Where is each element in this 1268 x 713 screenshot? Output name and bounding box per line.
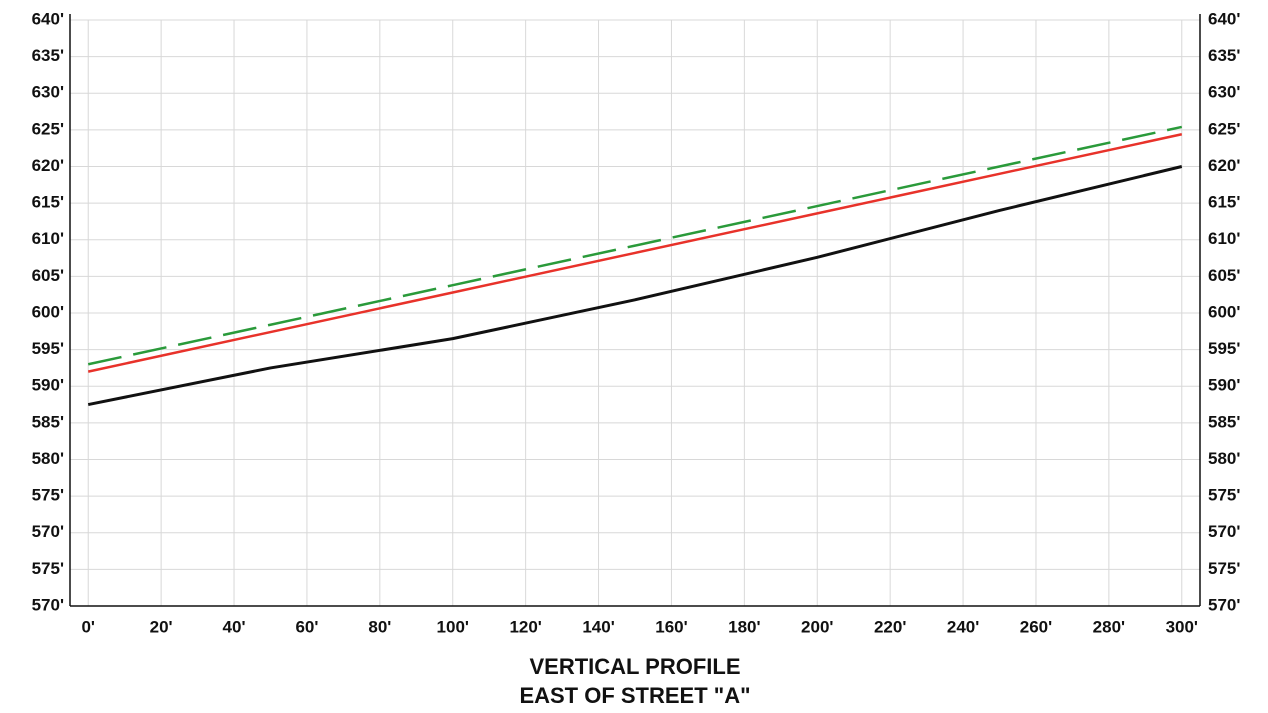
x-tick-label: 160' <box>655 617 687 636</box>
y-tick-label: 635' <box>32 46 64 65</box>
y2-tick-label: 580' <box>1208 449 1240 468</box>
x-tick-label: 260' <box>1020 617 1052 636</box>
y-tick-label: 590' <box>32 376 64 395</box>
y2-tick-label: 575' <box>1208 486 1240 505</box>
x-tick-label: 20' <box>150 617 173 636</box>
y2-tick-label: 595' <box>1208 339 1240 358</box>
x-tick-label: 240' <box>947 617 979 636</box>
y-tick-label: 595' <box>32 339 64 358</box>
y-tick-label: 575' <box>32 486 64 505</box>
y-tick-label: 570' <box>32 522 64 541</box>
x-tick-label: 280' <box>1093 617 1125 636</box>
y-tick-label: 585' <box>32 412 64 431</box>
x-tick-label: 180' <box>728 617 760 636</box>
x-tick-label: 200' <box>801 617 833 636</box>
y-tick-label: 570' <box>32 595 64 614</box>
x-tick-label: 120' <box>509 617 541 636</box>
y2-tick-label: 570' <box>1208 595 1240 614</box>
y2-tick-label: 630' <box>1208 83 1240 102</box>
y2-tick-label: 635' <box>1208 46 1240 65</box>
profile-line <box>87 133 1183 373</box>
x-tick-label: 80' <box>368 617 391 636</box>
x-tick-label: 60' <box>295 617 318 636</box>
chart-subtitle: EAST OF STREET "A" <box>519 683 750 708</box>
y-tick-label: 600' <box>32 302 64 321</box>
y2-tick-label: 610' <box>1208 229 1240 248</box>
y-tick-label: 625' <box>32 119 64 138</box>
y-tick-label: 615' <box>32 193 64 212</box>
x-tick-label: 140' <box>582 617 614 636</box>
y-tick-label: 575' <box>32 559 64 578</box>
y-tick-label: 610' <box>32 229 64 248</box>
y2-tick-label: 600' <box>1208 302 1240 321</box>
y2-tick-label: 590' <box>1208 376 1240 395</box>
profile-line <box>87 125 1183 366</box>
y2-tick-label: 605' <box>1208 266 1240 285</box>
y-tick-label: 620' <box>32 156 64 175</box>
y2-tick-label: 585' <box>1208 412 1240 431</box>
y2-tick-label: 615' <box>1208 193 1240 212</box>
y-tick-label: 640' <box>32 9 64 28</box>
y-tick-label: 580' <box>32 449 64 468</box>
y2-tick-label: 625' <box>1208 119 1240 138</box>
y2-tick-label: 620' <box>1208 156 1240 175</box>
x-tick-label: 100' <box>437 617 469 636</box>
y2-tick-label: 570' <box>1208 522 1240 541</box>
profile-line <box>87 165 1183 407</box>
x-tick-label: 220' <box>874 617 906 636</box>
y2-tick-label: 575' <box>1208 559 1240 578</box>
x-tick-label: 0' <box>81 617 95 636</box>
chart-title: VERTICAL PROFILE <box>529 654 740 679</box>
x-tick-label: 40' <box>223 617 246 636</box>
y-tick-label: 630' <box>32 83 64 102</box>
x-tick-label: 300' <box>1166 617 1198 636</box>
y-tick-label: 605' <box>32 266 64 285</box>
y2-tick-label: 640' <box>1208 9 1240 28</box>
